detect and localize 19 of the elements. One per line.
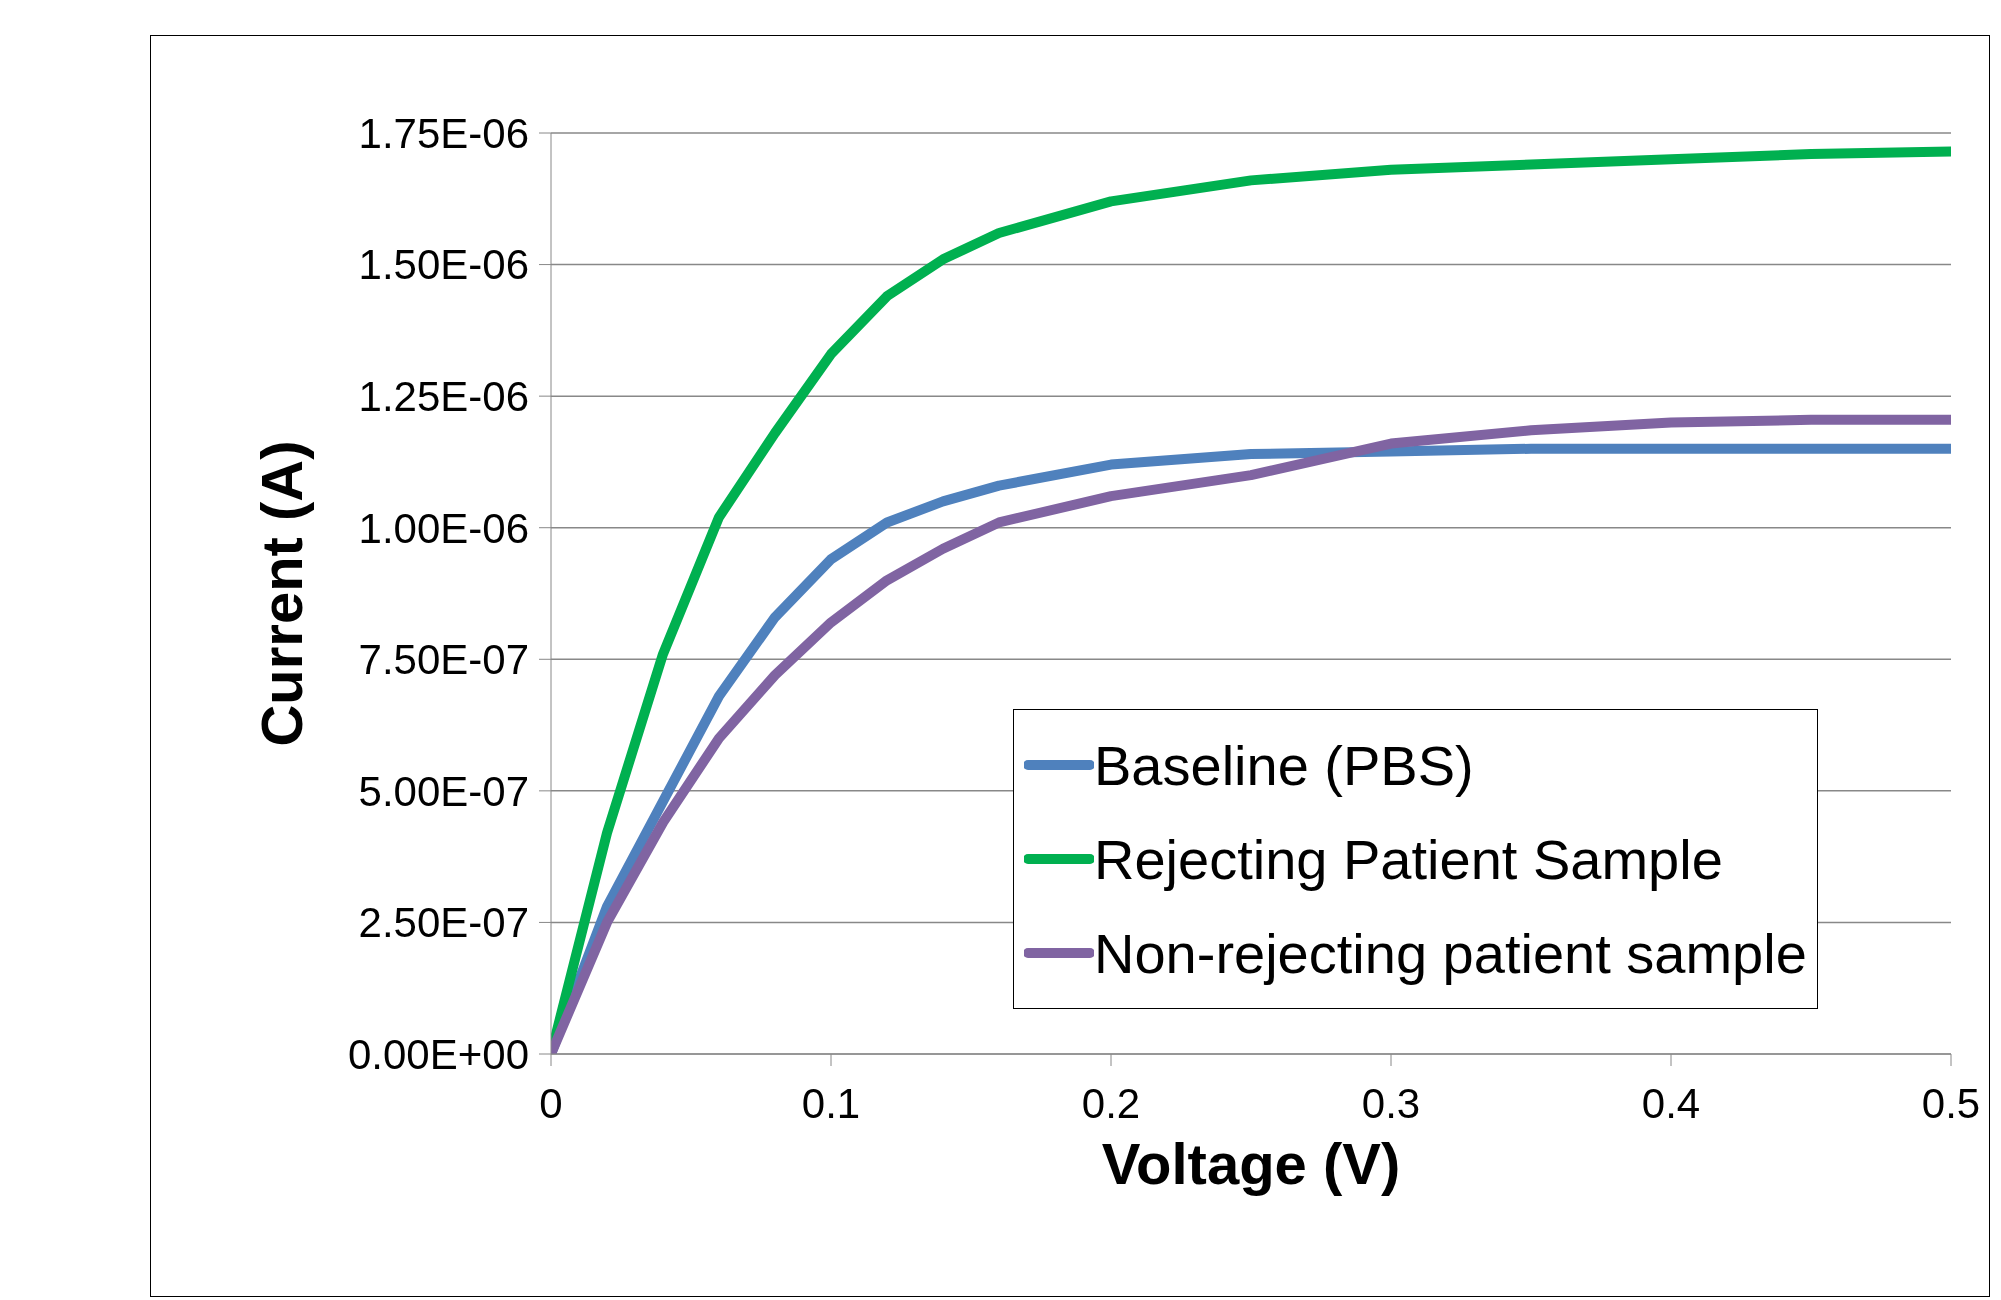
x-tick-label: 0.2 <box>1081 1079 1141 1127</box>
y-axis-title: Current (A) <box>248 440 314 747</box>
y-tick-label: 7.50E-07 <box>358 636 529 684</box>
x-tick-label: 0.1 <box>801 1079 861 1127</box>
x-tick-label: 0.3 <box>1361 1079 1421 1127</box>
y-tick-label: 0.00E+00 <box>347 1030 529 1078</box>
y-tick-label: 2.50E-07 <box>358 899 529 947</box>
x-tick-label: 0 <box>539 1079 563 1127</box>
y-tick-label: 1.50E-06 <box>358 241 529 289</box>
x-tick-label: 0.4 <box>1641 1079 1701 1127</box>
legend-label: Non-rejecting patient sample <box>1094 920 1807 986</box>
legend-label: Baseline (PBS) <box>1094 732 1474 798</box>
y-tick-label: 1.75E-06 <box>358 109 529 157</box>
x-tick-label: 0.5 <box>1921 1079 1981 1127</box>
y-tick-label: 5.00E-07 <box>358 767 529 815</box>
y-tick-label: 1.25E-06 <box>358 373 529 421</box>
y-tick-label: 1.00E-06 <box>358 504 529 552</box>
x-axis-title: Voltage (V) <box>1101 1131 1401 1196</box>
legend-label: Rejecting Patient Sample <box>1094 826 1723 892</box>
